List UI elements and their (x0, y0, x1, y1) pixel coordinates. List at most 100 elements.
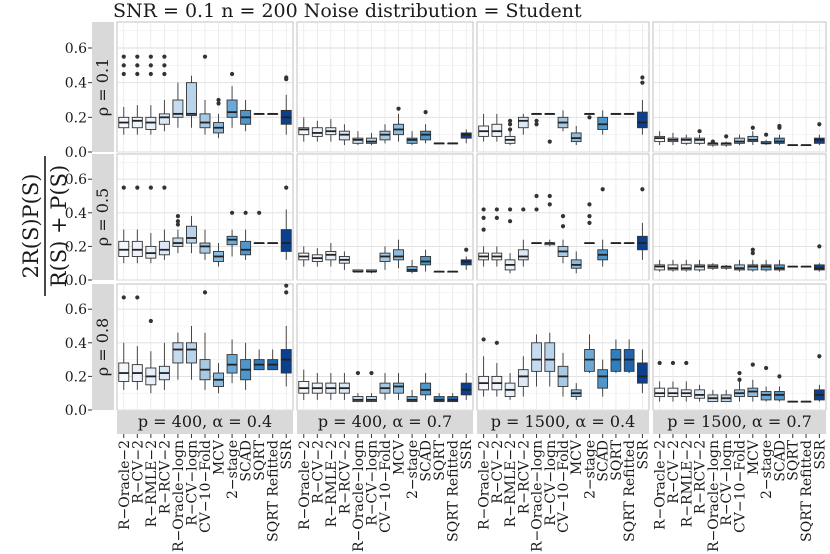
x-tick-label-sqrt: SQRT (432, 439, 448, 480)
x-tick-label-mcv: MCV (569, 439, 585, 475)
box-r-oracle-2 (118, 185, 130, 264)
outlier-point (202, 290, 208, 295)
box-r-rcv-2 (694, 259, 705, 272)
box-r-oracle-2 (478, 207, 489, 267)
box-iqr (637, 111, 648, 129)
box-ssr (813, 244, 825, 272)
outlier-point (737, 377, 742, 382)
outlier-point (587, 220, 592, 225)
x-tick-label-mcv: MCV (212, 439, 228, 475)
panel-r1-c1 (116, 21, 294, 153)
outlier-point (777, 125, 782, 130)
box-r-oracle-logn (352, 269, 364, 273)
panel-r1-c3 (476, 21, 650, 153)
y-tick-label: 0.6 (65, 302, 87, 318)
box-r-cv-logn (186, 75, 197, 128)
box-r-rmle-2 (504, 207, 516, 274)
row-strip-1 (92, 22, 114, 152)
box-sqrt-refitted (267, 349, 279, 371)
box-r-cv-2 (667, 259, 679, 272)
box-r-cv-2 (491, 207, 503, 267)
box-iqr (131, 116, 143, 129)
x-tick-label-r-oracle-2: R−Oracle−2 (477, 440, 493, 530)
box-iqr (298, 127, 310, 136)
column-strip-3 (477, 407, 649, 434)
box-r-cv-logn (544, 332, 556, 387)
box-mcv (570, 126, 582, 146)
outlier-point (697, 129, 702, 134)
outlier-point (148, 185, 153, 190)
outlier-point (507, 219, 513, 224)
box-iqr (172, 342, 184, 364)
panel-r2-c2 (296, 153, 474, 281)
box-r-oracle-logn (531, 112, 542, 127)
box-scad (240, 210, 252, 260)
outlier-point (587, 115, 592, 120)
box-2-stage (584, 112, 595, 120)
outlier-point (494, 215, 499, 220)
x-tick-label-scad: SCAD (419, 440, 435, 482)
outlier-point (534, 118, 539, 123)
outlier-point (547, 193, 552, 199)
box-r-rmle-2 (145, 54, 157, 135)
outlier-point (521, 207, 526, 212)
box-r-rcv-2 (517, 207, 529, 267)
x-tick-label-r-rcv-2: R−RCV−2 (693, 440, 709, 514)
box-iqr (280, 349, 292, 374)
box-sqrt (253, 349, 265, 371)
box-sqrt-refitted (800, 400, 812, 403)
box-r-oracle-2 (478, 337, 489, 397)
box-r-oracle-logn (172, 332, 184, 380)
box-iqr (226, 99, 238, 118)
box-2-stage (760, 259, 772, 272)
x-tick-label-r-cv-logn: R−CV−logn (719, 440, 735, 526)
box-cv-10-fold (379, 124, 391, 144)
x-tick-label-scad: SCAD (772, 440, 788, 482)
outlier-point (560, 224, 566, 229)
box-sqrt (253, 210, 265, 244)
outlier-point (534, 207, 539, 212)
box-sqrt (787, 265, 799, 268)
column-strip-2 (297, 407, 473, 434)
x-tick-label-r-oracle-2: R−Oracle−2 (653, 440, 669, 530)
box-r-oracle-2 (118, 54, 130, 135)
box-2-stage (406, 131, 418, 146)
box-r-oracle-2 (478, 113, 489, 142)
box-ssr (637, 349, 648, 394)
x-tick-label-2-stage: 2−stage (405, 440, 421, 499)
outlier-point (121, 63, 126, 68)
x-tick-label-sqrt: SQRT (609, 439, 625, 480)
box-ssr (637, 187, 648, 260)
outlier-point (121, 54, 126, 59)
y-tick-label: 0.6 (65, 172, 87, 188)
box-sqrt-refitted (447, 270, 459, 273)
outlier-point (121, 295, 126, 300)
outlier-point (148, 318, 153, 324)
box-r-rcv-2 (517, 113, 529, 135)
panel-r3-c1 (116, 283, 294, 411)
y-tick-label: 0.0 (65, 145, 87, 161)
box-r-cv-2 (491, 113, 503, 142)
box-r-oracle-2 (298, 369, 310, 400)
box-mcv (747, 125, 759, 146)
box-cv-10-fold (199, 229, 211, 260)
box-r-cv-logn (544, 193, 556, 247)
x-tick-label-mcv: MCV (746, 439, 762, 475)
box-scad (240, 342, 252, 390)
outlier-point (481, 207, 486, 212)
box-r-cv-logn (720, 134, 732, 147)
box-sqrt (433, 270, 445, 273)
box-cv-10-fold (557, 110, 569, 132)
outlier-point (175, 222, 181, 227)
box-r-cv-2 (311, 373, 323, 400)
outlier-point (162, 185, 167, 190)
box-scad (774, 374, 785, 402)
outlier-point (750, 362, 755, 367)
box-r-oracle-logn (531, 193, 542, 244)
outlier-point (175, 219, 181, 224)
outlier-point (640, 80, 645, 85)
x-tick-label-r-cv-logn: R−CV−logn (543, 440, 559, 526)
box-r-oracle-logn (172, 82, 184, 128)
box-r-oracle-logn (707, 263, 719, 270)
